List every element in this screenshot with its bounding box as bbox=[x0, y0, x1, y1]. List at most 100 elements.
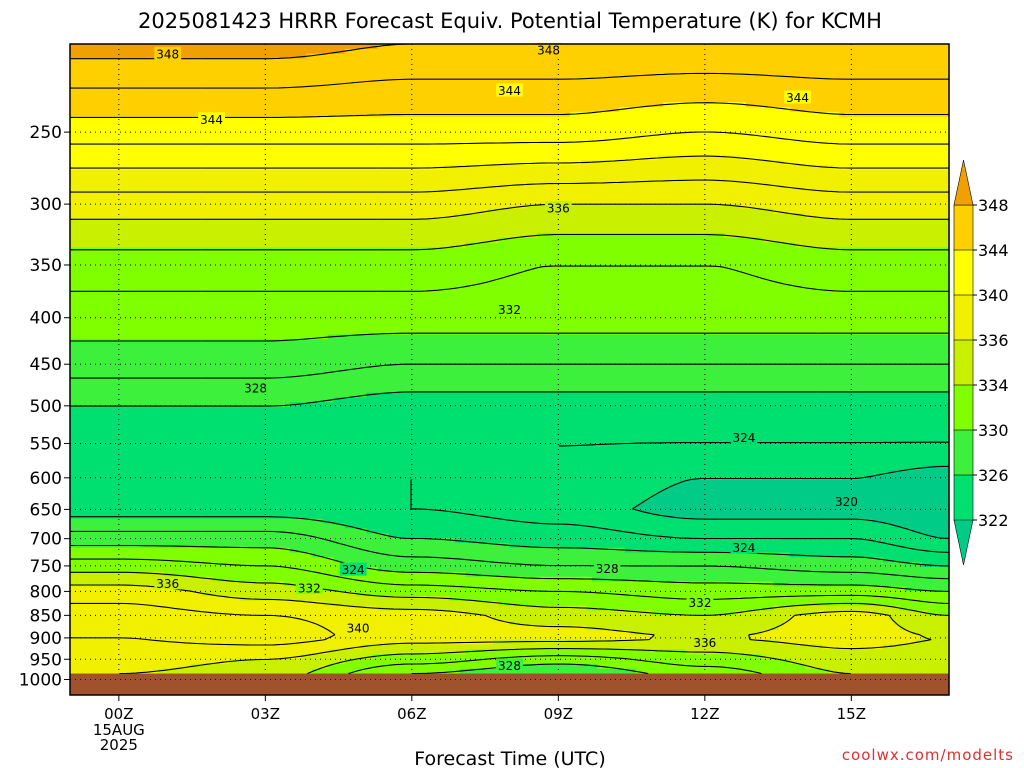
field-cell bbox=[70, 290, 950, 297]
field-cell bbox=[350, 562, 923, 568]
field-cell bbox=[586, 625, 780, 631]
contour-label-bg bbox=[198, 112, 225, 126]
contour-label-bg bbox=[544, 201, 572, 214]
colorbar-tick-label: 344 bbox=[978, 241, 1009, 260]
field-cell bbox=[70, 276, 950, 282]
field-cell bbox=[70, 242, 467, 248]
field-cell bbox=[70, 131, 950, 137]
field-cell bbox=[70, 625, 588, 631]
field-cell bbox=[377, 567, 950, 573]
y-tick-label: 650 bbox=[30, 500, 62, 520]
field-cell bbox=[784, 160, 950, 166]
field-cell bbox=[652, 610, 736, 617]
field-cell bbox=[366, 392, 950, 399]
field-cell bbox=[751, 634, 923, 641]
contour-label: 344 bbox=[198, 112, 225, 127]
field-cell bbox=[498, 600, 950, 607]
ground-layer bbox=[70, 673, 949, 695]
field-cell bbox=[70, 542, 511, 549]
field-cell bbox=[70, 223, 950, 229]
credit-text: coolwx.com/modelts bbox=[842, 746, 1014, 764]
field-cell bbox=[70, 586, 175, 592]
field-cell bbox=[70, 392, 368, 399]
field-cell bbox=[70, 102, 664, 108]
field-cell bbox=[493, 615, 791, 621]
field-cell bbox=[377, 44, 950, 50]
field-cell bbox=[927, 610, 950, 617]
field-cell bbox=[70, 513, 664, 520]
contour-label-text: 344 bbox=[200, 113, 223, 127]
colorbar-bin bbox=[953, 204, 974, 251]
field-cell bbox=[778, 639, 917, 646]
field-cell bbox=[70, 659, 230, 665]
field-cell bbox=[657, 489, 950, 495]
field-cell bbox=[789, 659, 950, 665]
field-cell bbox=[70, 257, 950, 263]
field-cell bbox=[740, 155, 950, 161]
field-cell bbox=[344, 48, 950, 55]
field-cell bbox=[70, 465, 923, 471]
contour-label-text: 336 bbox=[156, 577, 179, 591]
colorbar-bin bbox=[953, 384, 974, 431]
x-tick-label: 00Z bbox=[104, 705, 133, 723]
contour-label-bg bbox=[535, 42, 562, 56]
field-cell bbox=[460, 668, 637, 675]
ground-surface bbox=[70, 673, 949, 695]
field-cell bbox=[70, 140, 950, 147]
contour-label-text: 336 bbox=[547, 202, 570, 216]
field-cell bbox=[762, 654, 950, 660]
field-cell bbox=[70, 455, 950, 462]
contour-label-bg bbox=[154, 46, 182, 60]
field-cell bbox=[70, 610, 467, 617]
contour-label: 328 bbox=[593, 561, 621, 576]
colorbar-tick-label: 336 bbox=[978, 331, 1009, 350]
x-tick-label: 15Z bbox=[837, 705, 866, 723]
field-cell bbox=[70, 266, 950, 273]
field-cell bbox=[70, 479, 681, 486]
field-cell bbox=[70, 504, 637, 510]
field-cell bbox=[70, 402, 291, 408]
contour-label: 332 bbox=[686, 595, 714, 610]
field-cell bbox=[157, 668, 313, 675]
field-cell bbox=[70, 106, 620, 113]
field-cell bbox=[212, 576, 593, 583]
field-cell bbox=[70, 484, 670, 491]
x-tick-label: 12Z bbox=[690, 705, 719, 723]
contour-label-bg bbox=[686, 595, 714, 609]
field-cell bbox=[70, 518, 324, 525]
field-cell bbox=[289, 547, 626, 554]
field-cell bbox=[591, 576, 950, 583]
field-cell bbox=[70, 508, 642, 515]
field-cell bbox=[454, 213, 807, 219]
field-cell bbox=[70, 445, 950, 452]
contour-label-text: 340 bbox=[347, 622, 370, 636]
field-cell bbox=[174, 586, 324, 592]
field-cell bbox=[344, 659, 791, 665]
field-cell bbox=[70, 358, 950, 365]
field-cell bbox=[70, 334, 329, 340]
field-cell bbox=[70, 436, 950, 442]
field-cell bbox=[300, 654, 373, 660]
field-cell bbox=[322, 586, 906, 592]
colorbar-over-arrow bbox=[953, 159, 974, 206]
field-cell bbox=[70, 523, 346, 529]
y-tick-label: 400 bbox=[30, 309, 62, 329]
field-cell bbox=[70, 567, 379, 573]
field-cell bbox=[806, 663, 950, 670]
contour-label-bg bbox=[496, 658, 523, 672]
field-cell bbox=[536, 232, 725, 239]
field-cell bbox=[70, 639, 494, 646]
contour-label-bg bbox=[339, 562, 367, 576]
field-cell bbox=[70, 600, 324, 607]
field-cell bbox=[641, 508, 950, 515]
field-cell bbox=[465, 242, 796, 248]
field-cell bbox=[817, 610, 873, 617]
field-cell bbox=[927, 533, 950, 539]
field-cell bbox=[734, 610, 818, 617]
field-cell bbox=[921, 562, 950, 568]
field-cell bbox=[910, 629, 950, 636]
contour-label: 336 bbox=[154, 576, 182, 591]
field-cell bbox=[70, 228, 950, 234]
y-tick-label: 800 bbox=[30, 582, 62, 602]
